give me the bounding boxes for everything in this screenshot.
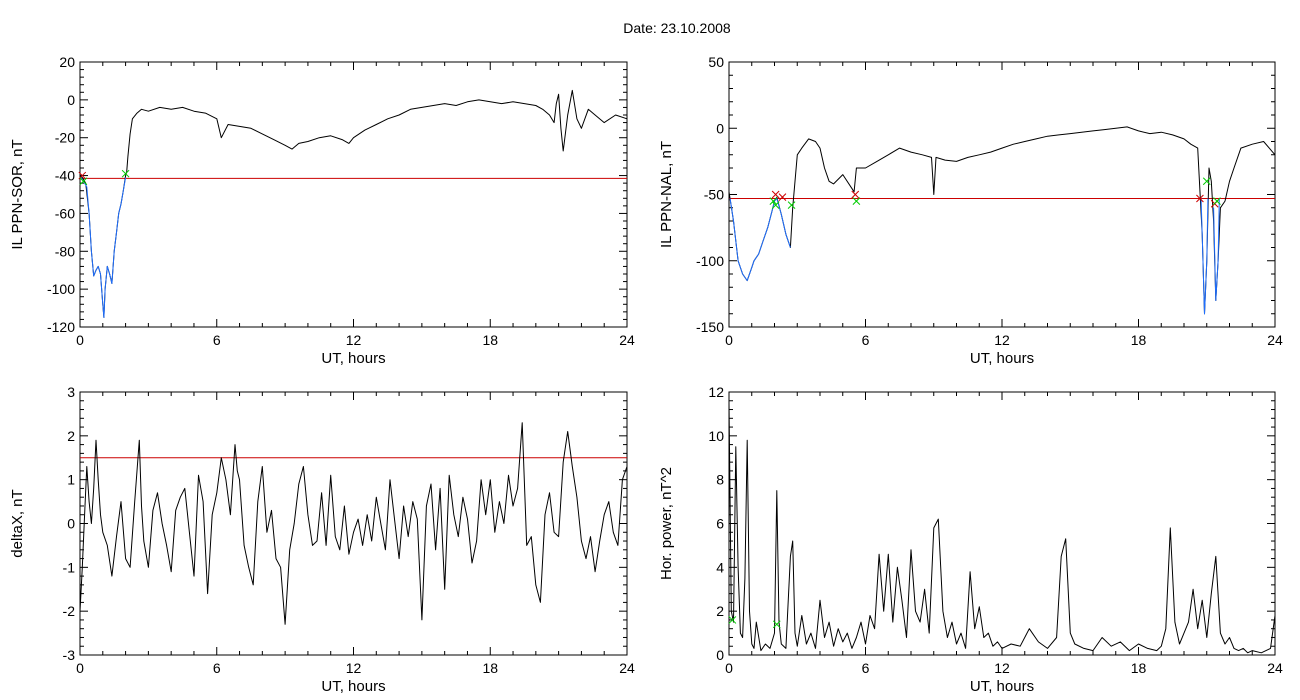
y-axis-label: IL PPN-SOR, nT <box>9 139 26 249</box>
data-marker <box>771 201 780 209</box>
y-tick-label: 0 <box>67 516 75 532</box>
y-tick-label: -2 <box>63 603 76 619</box>
y-tick-label: 1 <box>67 472 75 488</box>
data-marker <box>769 197 778 205</box>
y-tick-label: 20 <box>59 54 75 70</box>
y-tick-label: 6 <box>716 516 724 532</box>
chart-panel-1: 0 6 12 18 24 -120 -100 -80 -60 -40 -20 0 20 UT, hours… <box>9 54 635 367</box>
series-line-2 <box>729 198 791 282</box>
y-axis-label: IL PPN-NAL, nT <box>658 141 675 248</box>
data-marker <box>1196 194 1204 203</box>
x-tick-label: 18 <box>1131 660 1147 676</box>
y-tick-label: -40 <box>55 168 75 184</box>
y-tick-label: 3 <box>67 384 75 400</box>
y-tick-label: -100 <box>696 253 724 269</box>
data-marker <box>772 620 781 629</box>
y-tick-label: 8 <box>716 472 724 488</box>
x-tick-label: 0 <box>76 332 84 348</box>
x-tick-label: 6 <box>862 332 870 348</box>
y-tick-label: 10 <box>708 428 724 444</box>
y-tick-label: 2 <box>716 603 724 619</box>
y-tick-label: -120 <box>47 319 75 335</box>
y-tick-label: -3 <box>63 647 76 663</box>
y-tick-label: 2 <box>67 428 75 444</box>
y-tick-label: -1 <box>63 559 76 575</box>
x-axis-label: UT, hours <box>321 350 385 367</box>
data-marker <box>121 169 130 178</box>
x-tick-label: 12 <box>994 660 1010 676</box>
y-tick-label: -100 <box>47 281 75 297</box>
x-tick-label: 0 <box>725 660 733 676</box>
x-tick-label: 24 <box>619 332 635 348</box>
data-marker <box>851 190 860 199</box>
x-tick-label: 12 <box>346 332 362 348</box>
series-line-1 <box>79 89 628 318</box>
x-axis-label: UT, hours <box>970 678 1034 695</box>
data-marker <box>728 616 737 624</box>
y-axis-label: deltaX, nT <box>9 489 26 557</box>
x-tick-label: 12 <box>346 660 362 676</box>
y-tick-label: -80 <box>55 243 75 259</box>
y-tick-label: 50 <box>708 54 724 70</box>
x-tick-label: 6 <box>213 332 221 348</box>
x-tick-label: 24 <box>619 660 635 676</box>
y-tick-label: 4 <box>716 559 724 575</box>
x-tick-label: 0 <box>725 332 733 348</box>
plot-frame <box>728 61 1276 328</box>
series-line-4 <box>1213 198 1220 301</box>
series-line-1 <box>79 422 628 625</box>
y-tick-label: 0 <box>716 120 724 136</box>
data-marker <box>787 201 796 209</box>
series-line-1 <box>728 402 1276 654</box>
x-tick-label: 18 <box>1131 332 1147 348</box>
y-tick-label: -50 <box>704 187 724 203</box>
x-axis-label: UT, hours <box>321 678 385 695</box>
y-tick-label: -150 <box>696 319 724 335</box>
x-tick-label: 12 <box>994 332 1010 348</box>
x-tick-label: 6 <box>862 660 870 676</box>
figure-title: Date: 23.10.2008 <box>623 20 731 36</box>
chart-panel-2: 0 6 12 18 24 -150 -100 -50 0 50 UT, hours IL PPN-NA… <box>658 54 1283 367</box>
y-axis-label: Hor. power, nT^2 <box>658 467 675 580</box>
x-tick-label: 24 <box>1267 660 1283 676</box>
data-marker <box>1202 177 1211 186</box>
data-marker <box>79 177 88 186</box>
series-line-3 <box>1200 198 1209 315</box>
plot-frame <box>79 61 628 328</box>
x-tick-label: 0 <box>76 660 84 676</box>
x-axis-label: UT, hours <box>970 350 1034 367</box>
y-tick-label: 0 <box>716 647 724 663</box>
data-marker <box>1213 197 1221 205</box>
series-line-2 <box>80 177 127 318</box>
x-tick-label: 18 <box>482 660 498 676</box>
x-tick-label: 18 <box>482 332 498 348</box>
y-tick-label: -60 <box>55 205 75 221</box>
x-tick-label: 6 <box>213 660 221 676</box>
series-line-1 <box>728 126 1276 315</box>
x-tick-label: 24 <box>1267 332 1283 348</box>
y-tick-label: -20 <box>55 130 75 146</box>
y-tick-label: 12 <box>708 384 724 400</box>
data-marker <box>771 190 780 199</box>
plot-frame <box>728 391 1276 656</box>
data-marker <box>778 193 787 202</box>
y-tick-label: 0 <box>67 92 75 108</box>
data-marker <box>852 197 861 205</box>
